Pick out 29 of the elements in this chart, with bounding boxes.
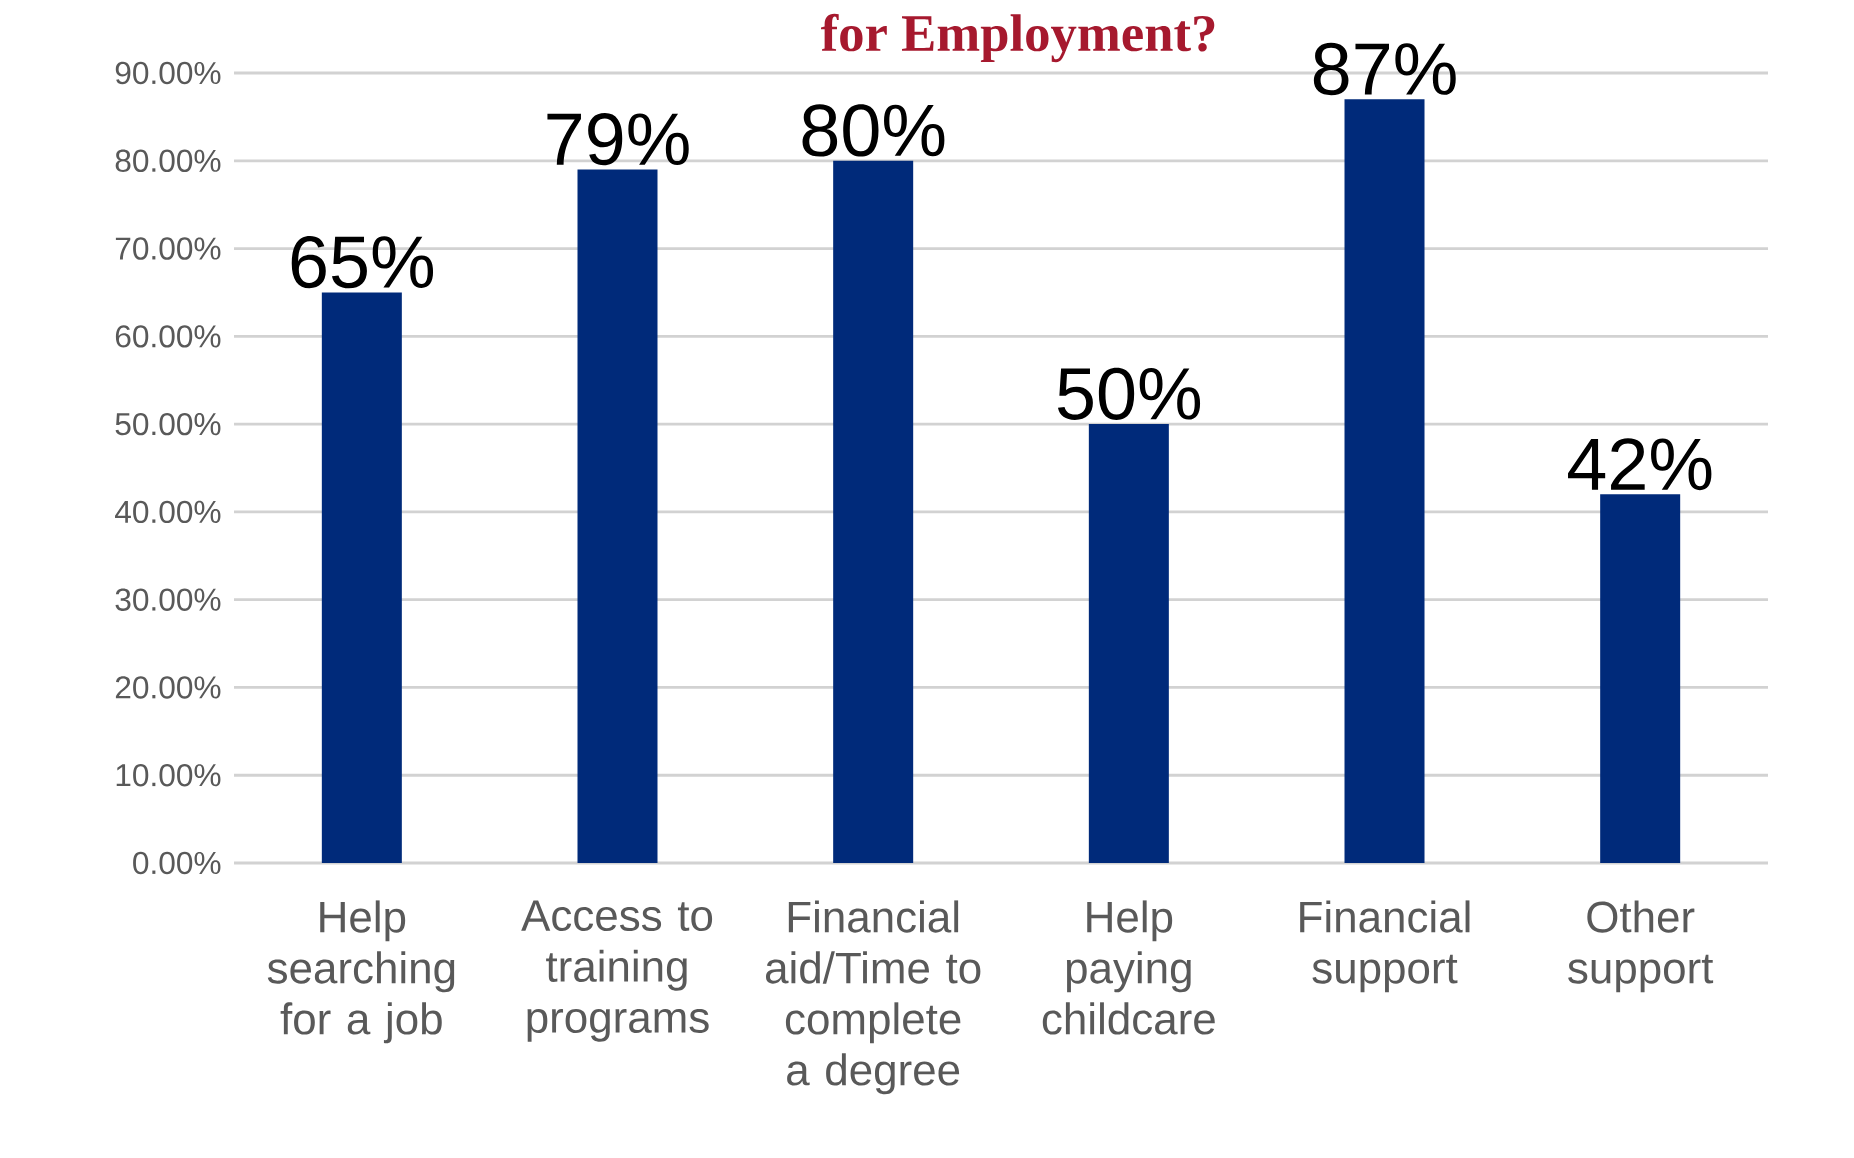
bar [1600,494,1681,863]
y-tick-label: 30.00% [115,588,221,611]
data-label: 80% [802,104,945,157]
x-tick-label: Access to training programs [521,900,713,1042]
y-tick-label: 70.00% [115,237,221,260]
data-label: 42% [1568,438,1712,491]
y-tick-label: 60.00% [115,325,221,348]
bar [1344,99,1425,863]
x-tick-label: Help searching for a job [267,900,455,1044]
chart-title: for Employment? [821,13,1215,63]
x-tick-label: Other support [1568,900,1714,993]
x-tick-label: Financial aid/Time to complete a degree [765,900,981,1095]
data-label: 65% [291,235,434,289]
bar [577,169,658,863]
y-tick-label: 20.00% [115,676,221,699]
y-tick-label: 90.00% [115,61,221,85]
y-tick-label: 40.00% [115,500,221,524]
y-tick-label: 80.00% [115,149,221,173]
bar [321,292,402,863]
x-tick-label: Help paying childcare [1042,900,1215,1035]
bar [1088,424,1169,863]
y-tick-label: 50.00% [115,412,221,436]
bar [833,160,914,863]
y-tick-label: 10.00% [116,764,221,787]
data-label: 79% [547,113,689,166]
y-tick-label: 0.00% [133,851,221,875]
data-label: 50% [1057,367,1201,420]
x-tick-label: Financial support [1300,900,1470,993]
data-label: 87% [1313,42,1456,96]
